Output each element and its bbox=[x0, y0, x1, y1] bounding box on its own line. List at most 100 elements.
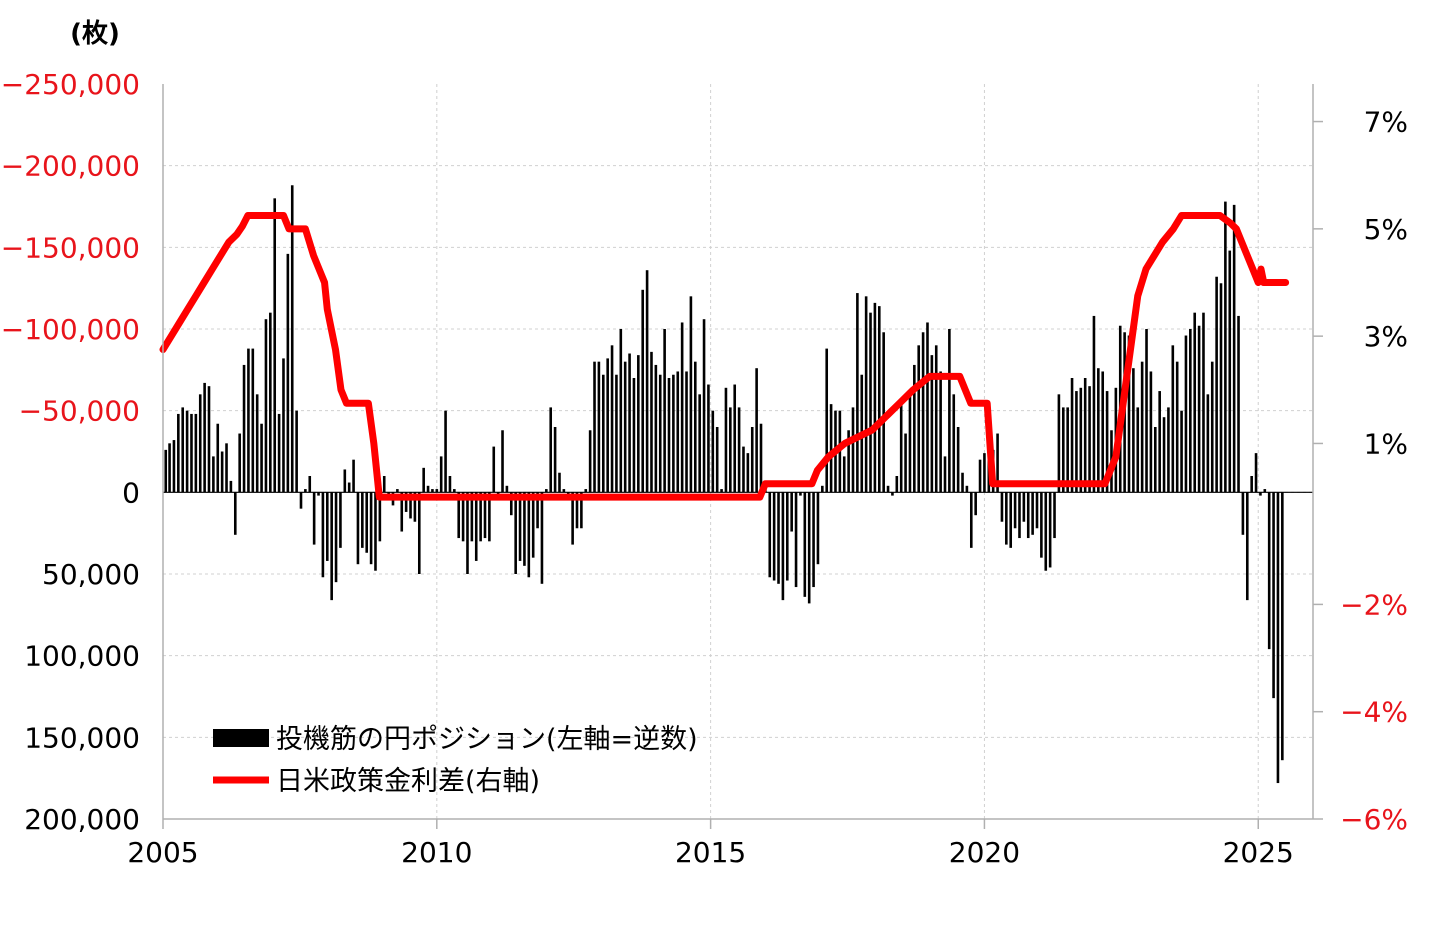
bar bbox=[181, 407, 185, 493]
bar bbox=[431, 489, 434, 493]
bar bbox=[1101, 371, 1105, 493]
bar bbox=[518, 492, 522, 561]
bar bbox=[523, 492, 526, 566]
left-tick-label: 0 bbox=[122, 476, 140, 509]
bar bbox=[1057, 394, 1061, 493]
bar bbox=[330, 492, 333, 601]
bar bbox=[645, 270, 649, 493]
bar bbox=[707, 384, 710, 493]
bar bbox=[1272, 492, 1275, 699]
bar bbox=[501, 430, 504, 493]
bar bbox=[1070, 378, 1074, 493]
bar bbox=[220, 451, 224, 493]
bar bbox=[1267, 492, 1271, 650]
bar bbox=[352, 459, 355, 493]
bar bbox=[308, 476, 312, 493]
bar bbox=[1127, 335, 1131, 493]
bar bbox=[597, 361, 601, 493]
line-series bbox=[159, 211, 1290, 501]
bar bbox=[251, 348, 255, 493]
bar bbox=[295, 410, 298, 493]
bar bbox=[825, 348, 829, 493]
bar bbox=[382, 476, 386, 493]
bar bbox=[562, 489, 566, 493]
bar bbox=[715, 427, 719, 493]
bar bbox=[549, 407, 553, 493]
right-tick-label: 1% bbox=[1364, 427, 1408, 460]
bar bbox=[356, 492, 360, 565]
bar bbox=[575, 492, 579, 529]
bar bbox=[365, 492, 369, 553]
bar bbox=[247, 348, 250, 493]
legend-label: 日米政策金利差(右軸) bbox=[276, 766, 540, 797]
bar bbox=[321, 492, 325, 578]
left-tick-label: 50,000 bbox=[42, 558, 140, 591]
bar bbox=[1031, 492, 1034, 535]
bar bbox=[269, 312, 272, 493]
rate-differential-line bbox=[159, 211, 1290, 501]
bar bbox=[1105, 391, 1109, 493]
bar bbox=[185, 410, 189, 493]
bar bbox=[926, 322, 929, 493]
bar bbox=[1013, 492, 1017, 529]
bar bbox=[676, 371, 680, 493]
bar bbox=[531, 492, 535, 558]
bar bbox=[369, 492, 373, 565]
bar bbox=[672, 374, 675, 493]
bar bbox=[553, 427, 557, 493]
bar bbox=[667, 378, 671, 493]
bar bbox=[1009, 492, 1013, 548]
bar bbox=[913, 364, 916, 493]
left-tick-label: 200,000 bbox=[24, 803, 140, 836]
bar bbox=[965, 485, 969, 493]
bar bbox=[334, 492, 338, 583]
bar bbox=[864, 296, 868, 493]
bar bbox=[702, 319, 706, 493]
left-axis-ticks: −250,000 −200,000 −150,000 −100,000 −50,000 0… bbox=[1, 68, 140, 836]
bar bbox=[974, 492, 977, 516]
right-tick-label: −6% bbox=[1340, 803, 1408, 836]
bar bbox=[1189, 329, 1192, 493]
bar bbox=[1035, 492, 1039, 529]
bar bbox=[873, 302, 877, 493]
bar bbox=[1259, 492, 1262, 496]
bar bbox=[1061, 407, 1065, 493]
bar bbox=[816, 492, 820, 565]
bar bbox=[260, 423, 263, 493]
bar bbox=[969, 492, 973, 548]
left-tick-label: −200,000 bbox=[1, 150, 140, 183]
bar bbox=[212, 456, 215, 493]
bar bbox=[847, 430, 850, 493]
bar bbox=[750, 427, 754, 493]
bar bbox=[453, 489, 456, 493]
bar bbox=[1079, 387, 1083, 493]
bar bbox=[470, 492, 474, 542]
bar bbox=[466, 492, 469, 574]
bar bbox=[658, 374, 662, 493]
bar bbox=[724, 387, 728, 493]
bar bbox=[190, 413, 193, 493]
bar bbox=[172, 440, 176, 493]
bar bbox=[242, 364, 246, 493]
bar bbox=[413, 492, 417, 522]
bar bbox=[177, 413, 180, 493]
bar bbox=[374, 492, 377, 571]
bar bbox=[1197, 325, 1201, 493]
bar bbox=[812, 492, 815, 588]
bar bbox=[856, 293, 859, 493]
bar bbox=[216, 423, 220, 493]
bar bbox=[286, 253, 290, 493]
bar bbox=[1153, 427, 1157, 493]
bar bbox=[615, 374, 618, 493]
bar bbox=[1237, 315, 1240, 493]
bar bbox=[794, 492, 798, 588]
bar bbox=[225, 443, 228, 493]
left-tick-label: −50,000 bbox=[19, 395, 140, 428]
bar bbox=[571, 492, 574, 545]
x-tick-label: 2005 bbox=[127, 836, 198, 869]
bar bbox=[317, 492, 320, 496]
bar bbox=[207, 386, 211, 493]
right-axis-ticks: 7% 5% 3% 1% −2% −4% −6% bbox=[1313, 106, 1408, 836]
bar bbox=[746, 453, 750, 493]
axes bbox=[162, 84, 1314, 820]
